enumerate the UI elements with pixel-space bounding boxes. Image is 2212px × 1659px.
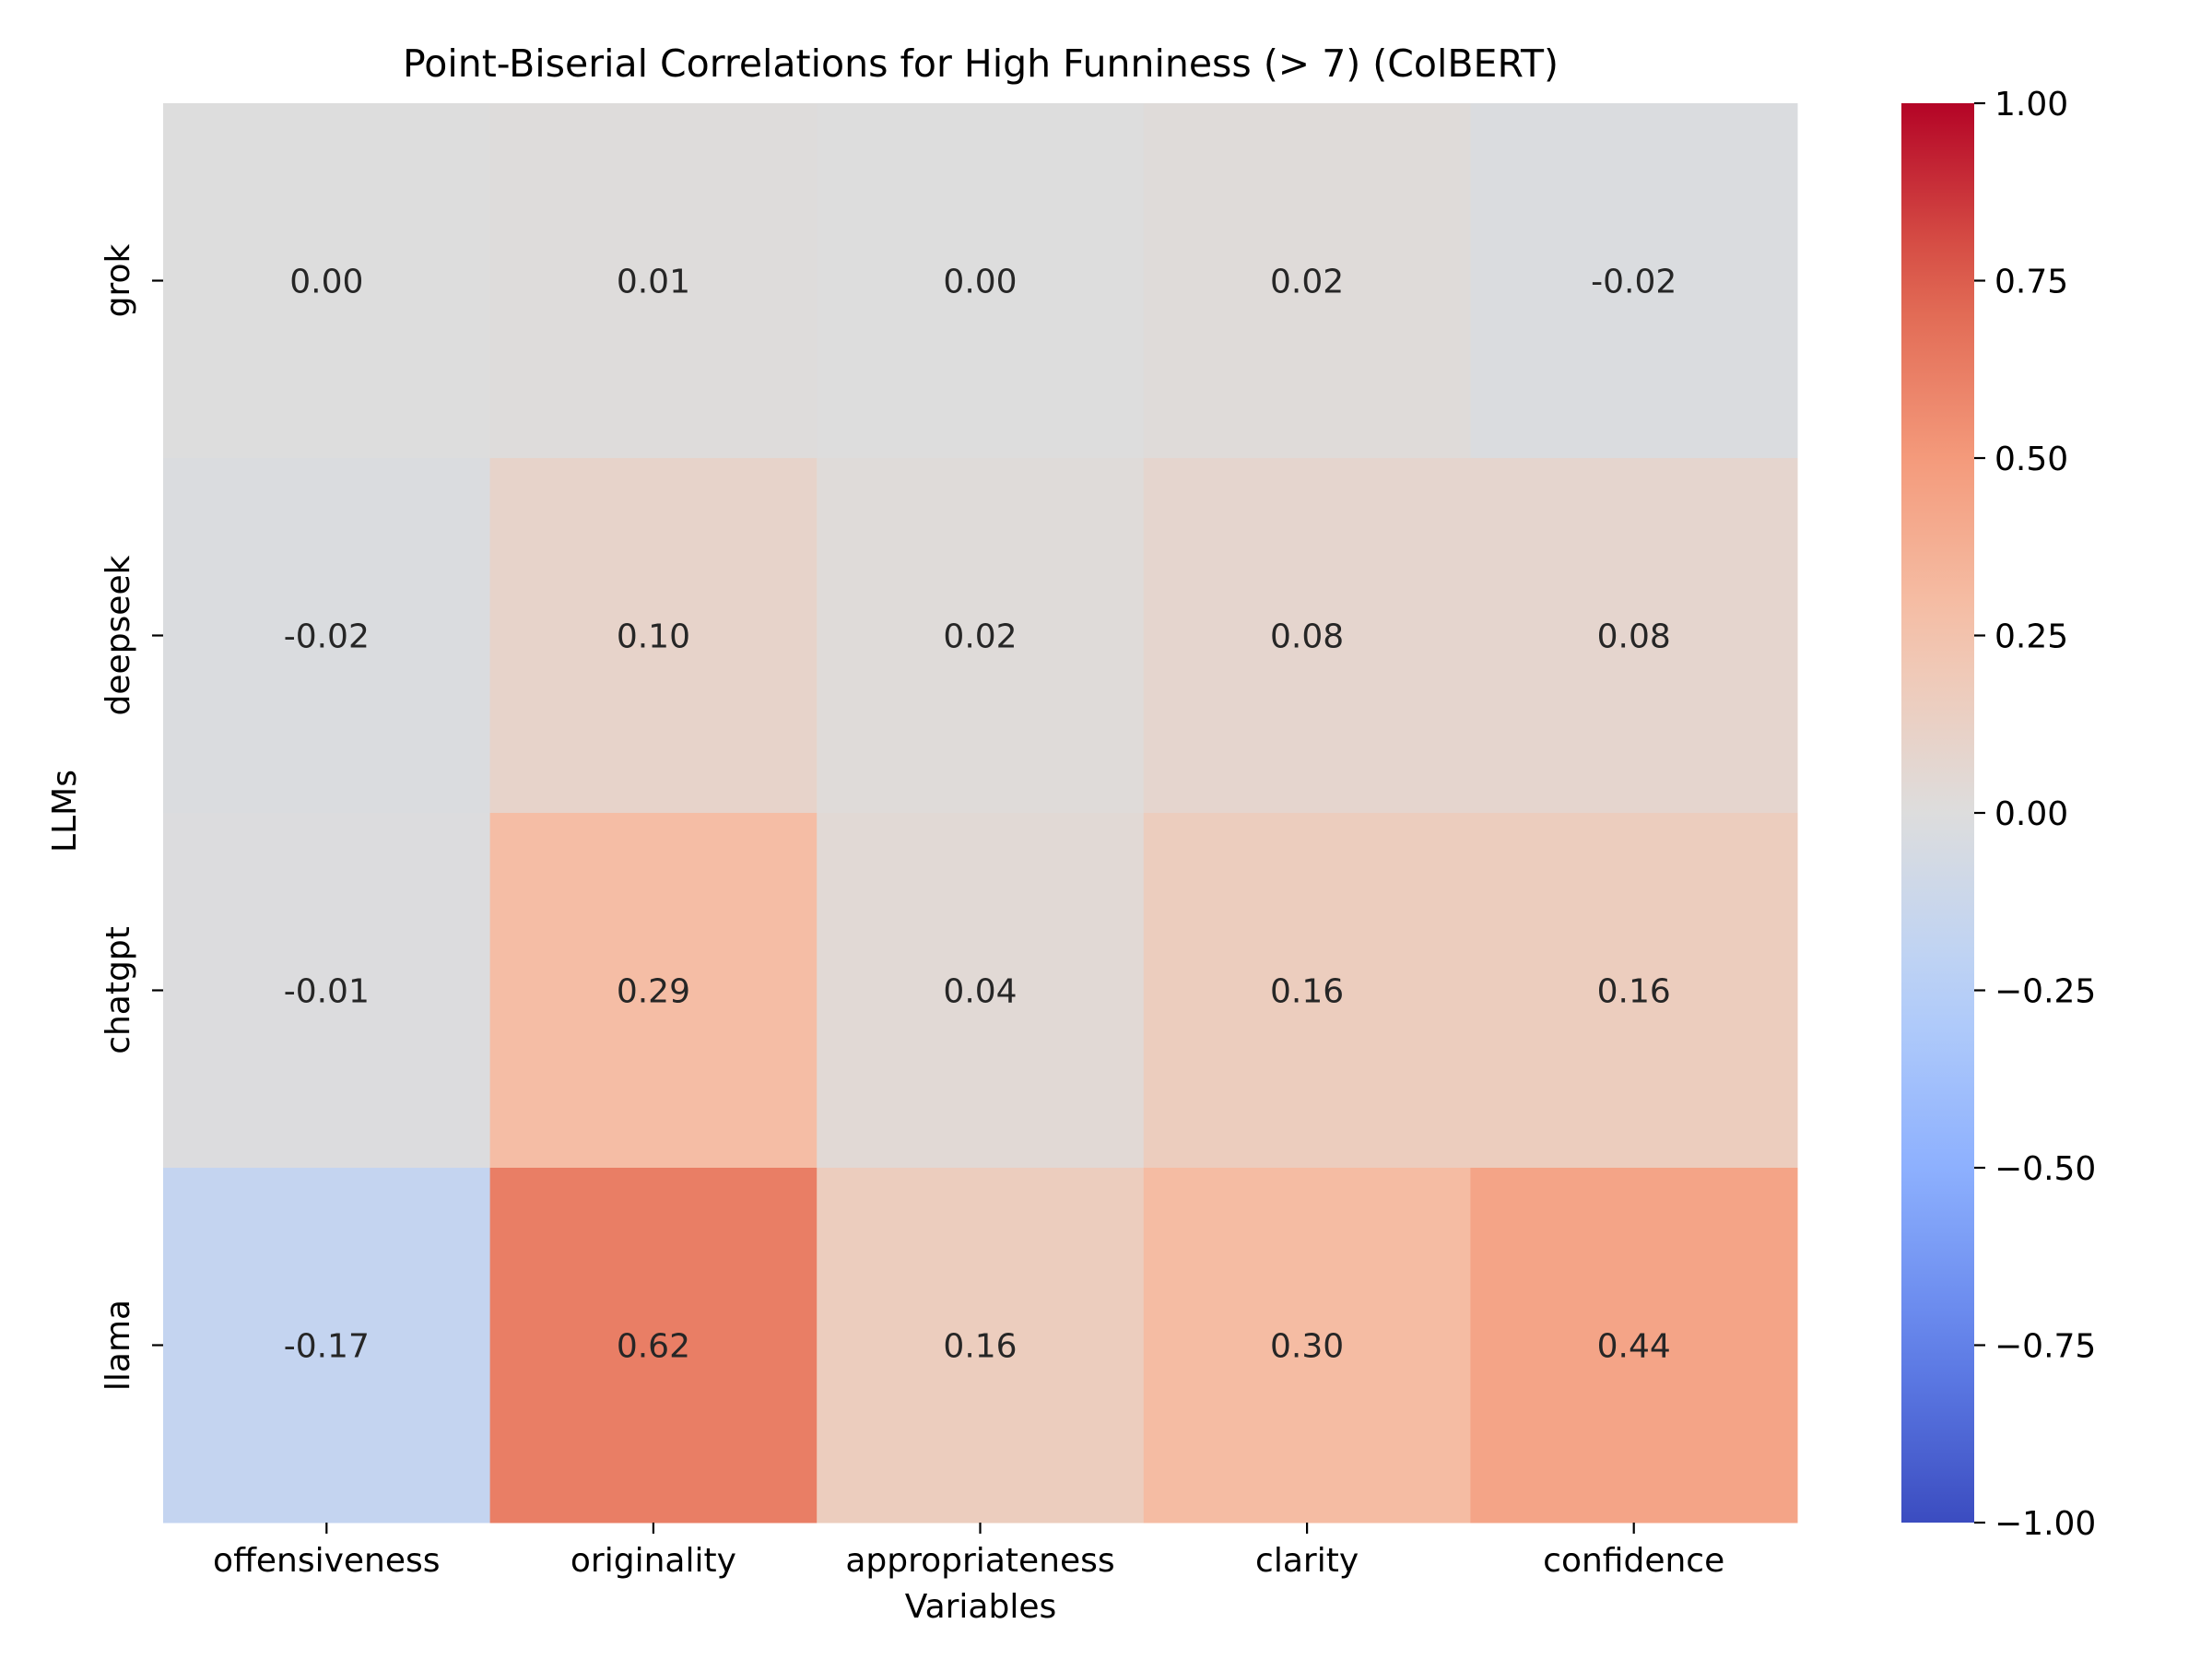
colorbar-tick-label: −0.25 [1994,973,2096,1011]
colorbar-tick-label: 0.00 [1994,795,2068,833]
heatmap-cell-deepseek-originality [489,458,818,814]
y-tick-label: llama [100,1300,137,1391]
cell-value-label: 0.00 [943,264,1017,301]
x-tick-label: originality [571,1542,736,1580]
y-tick-label: deepseek [100,555,137,715]
cell-value-label: 0.02 [1270,264,1344,301]
heatmap-cell-llama-clarity [1143,1168,1471,1524]
heatmap-cell-chatgpt-clarity [1143,813,1471,1169]
x-axis: offensiveness originality appropriateness c… [213,1523,1724,1580]
cell-value-label: 0.01 [617,264,690,301]
y-axis: grok deepseek chatgpt llama [100,243,163,1391]
y-axis-label: LLMs [46,770,84,853]
heatmap-cell-chatgpt-confidence [1470,813,1798,1169]
colorbar-tick-label: −1.00 [1994,1505,2096,1543]
cell-value-label: -0.01 [284,973,370,1011]
colorbar-tick-label: −0.50 [1994,1150,2096,1188]
heatmap-cell-grok-offensiveness [163,103,491,459]
cell-value-label: 0.10 [617,618,690,656]
x-tick-label: offensiveness [213,1542,440,1580]
heatmap-cell-deepseek-offensiveness [163,458,491,814]
cell-value-label: 0.08 [1270,618,1344,656]
cell-value-label: 0.04 [943,973,1017,1011]
x-axis-label: Variables [905,1588,1057,1626]
colorbar: 1.00 0.75 0.50 0.25 0.00 −0.25 −0.50 −0.75 −1.00 [1901,86,2096,1543]
cell-value-label: 0.16 [1597,973,1671,1011]
heatmap-cell-llama-offensiveness [163,1168,491,1524]
heatmap-cell-llama-appropriateness [817,1168,1145,1524]
colorbar-tick-label: −0.75 [1994,1328,2096,1366]
y-tick-label: chatgpt [100,926,137,1054]
heatmap-cell-deepseek-appropriateness [817,458,1145,814]
cell-value-label: 0.30 [1270,1328,1344,1366]
cell-value-label: 0.02 [943,618,1017,656]
cell-value-label: 0.16 [1270,973,1344,1011]
cell-value-label: 0.29 [617,973,690,1011]
cell-value-label: -0.02 [284,618,370,656]
colorbar-gradient [1901,103,1974,1523]
heatmap-cell-deepseek-clarity [1143,458,1471,814]
chart-title: Point-Biserial Correlations for High Fun… [403,41,1559,86]
colorbar-tick-label: 0.25 [1994,618,2068,656]
heatmap-cell-grok-appropriateness [817,103,1145,459]
cell-value-label: 0.62 [617,1328,690,1366]
heatmap-cell-chatgpt-originality [489,813,818,1169]
heatmap-cell-llama-originality [489,1168,818,1524]
heatmap-cell-chatgpt-offensiveness [163,813,491,1169]
x-tick-label: clarity [1255,1542,1359,1580]
heatmap-cell-llama-confidence [1470,1168,1798,1524]
cell-value-label: 0.44 [1597,1328,1671,1366]
colorbar-tick-label: 0.75 [1994,264,2068,301]
heatmap-cell-chatgpt-appropriateness [817,813,1145,1169]
cell-value-label: 0.00 [289,264,363,301]
cell-value-label: 0.08 [1597,618,1671,656]
cell-value-label: 0.16 [943,1328,1017,1366]
y-tick-label: grok [100,243,137,317]
colorbar-tick-label: 1.00 [1994,86,2068,124]
x-tick-label: appropriateness [845,1542,1114,1580]
heatmap-cell-grok-originality [489,103,818,459]
cell-value-label: -0.02 [1591,264,1677,301]
heatmap-cell-labels: 0.00 0.01 0.00 0.02 -0.02 -0.02 0.10 0.02 0.08 0.… [284,264,1677,1366]
x-tick-label: confidence [1543,1542,1724,1580]
heatmap-cell-deepseek-confidence [1470,458,1798,814]
colorbar-tick-label: 0.50 [1994,441,2068,478]
heatmap-cell-grok-confidence [1470,103,1798,459]
heatmap-cell-grok-clarity [1143,103,1471,459]
cell-value-label: -0.17 [284,1328,370,1366]
heatmap-cells [163,103,1798,1524]
